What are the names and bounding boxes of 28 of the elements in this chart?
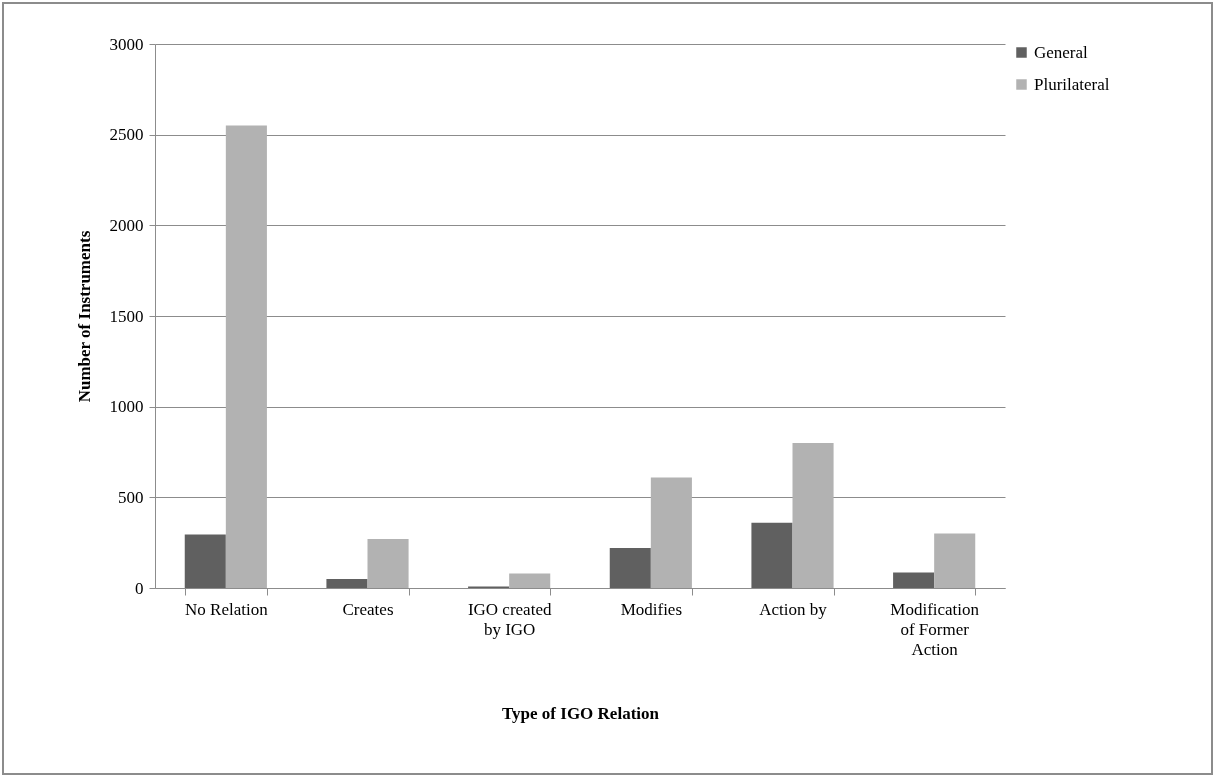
legend-label: General [1034, 42, 1089, 62]
bar [751, 522, 793, 588]
y-tick-label: 3000 [109, 34, 144, 54]
y-tick-label: 2500 [109, 125, 144, 145]
x-tick-label: Action by [759, 599, 828, 619]
x-tick-label: No Relation [185, 599, 269, 619]
x-tick-label: Modifies [620, 599, 683, 619]
y-tick-label: 0 [135, 578, 144, 598]
x-tick-label: Creates [342, 599, 394, 619]
x-tick-label: Modification of Former Action [890, 599, 980, 659]
bar [509, 573, 551, 588]
x-tick-label: IGO created by IGO [467, 599, 552, 639]
bar [367, 539, 409, 588]
y-tick-label: 1000 [109, 397, 144, 417]
legend-label: Plurilateral [1034, 74, 1110, 94]
bar [225, 125, 267, 588]
bar [184, 534, 226, 588]
y-tick-label: 1500 [109, 306, 144, 326]
bar [792, 442, 834, 588]
bar [326, 578, 368, 588]
bar [893, 572, 935, 588]
bar [609, 548, 651, 588]
y-tick-label: 2000 [109, 215, 144, 235]
y-axis-title: Number of Instruments [74, 230, 94, 403]
x-axis-title: Type of IGO Relation [502, 703, 660, 723]
y-tick-label: 500 [118, 487, 144, 507]
bar [934, 533, 976, 588]
bar [650, 477, 692, 588]
